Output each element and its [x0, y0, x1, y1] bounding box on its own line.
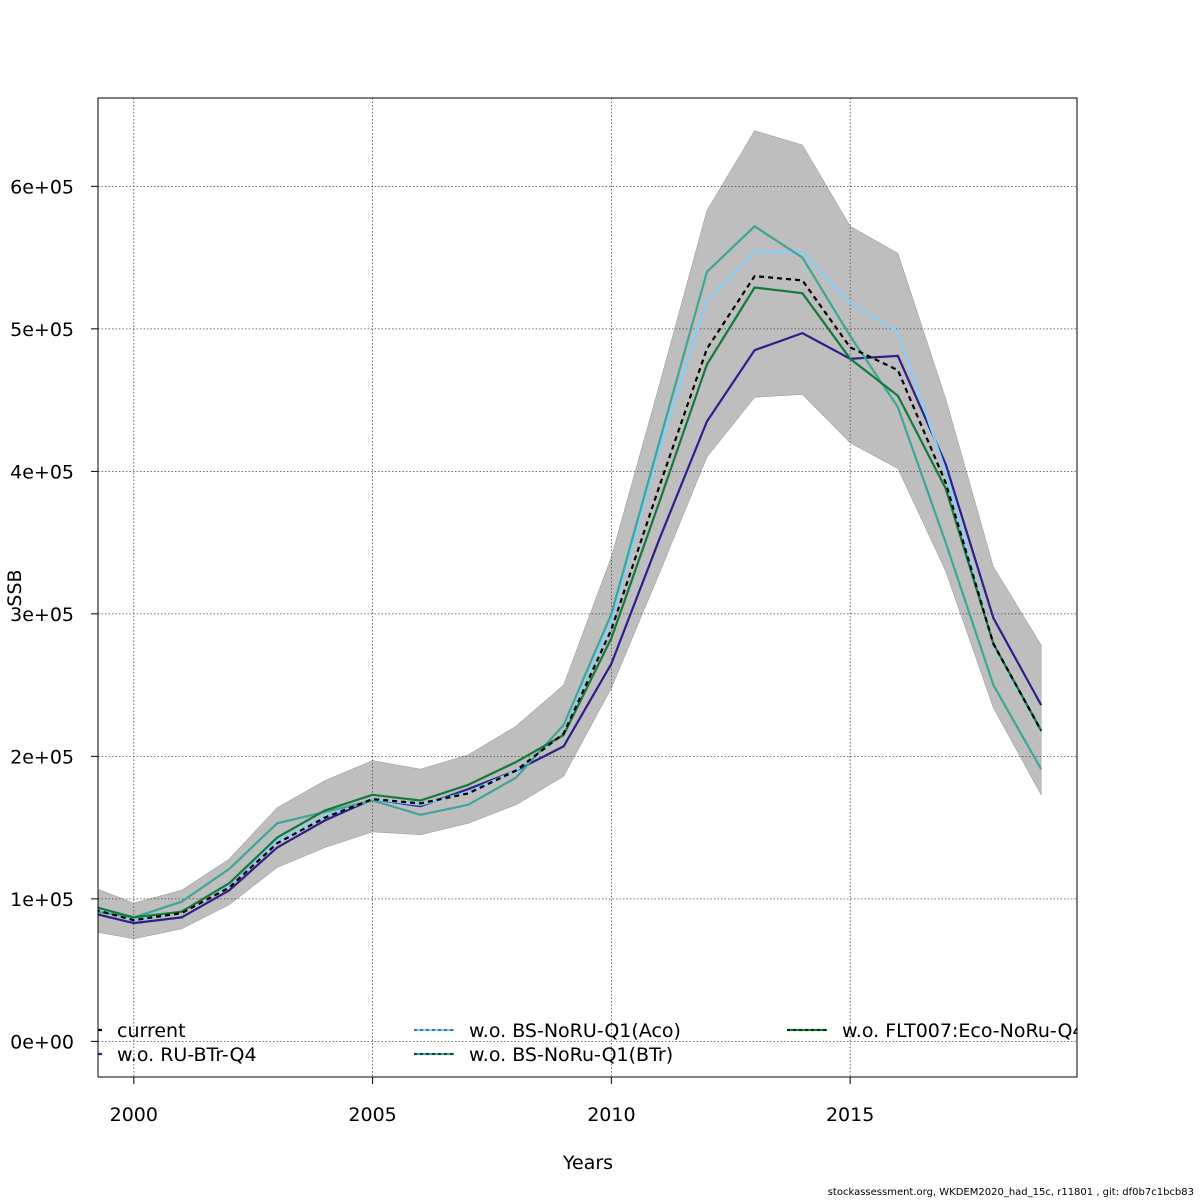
x-tick-label: 2015: [826, 1104, 874, 1126]
series-line-4: [98, 275, 1043, 922]
legend-item-1: w.o. RU-BTr-Q4: [98, 1044, 257, 1066]
series-line-0: [98, 332, 1043, 925]
y-tick-label: 0e+00: [10, 1031, 74, 1053]
confidence-band: [98, 130, 1042, 940]
footer-credit: stockassessment.org, WKDEM2020_had_15c, …: [827, 1187, 1194, 1198]
legend-item-4: w.o. FLT007:Eco-NoRu-Q4: [787, 1020, 1084, 1042]
y-tick-label: 1e+05: [10, 889, 74, 911]
legend-label: w.o. FLT007:Eco-NoRu-Q4: [842, 1020, 1084, 1042]
legend-item-0: current: [98, 1020, 186, 1042]
x-tick-label: 2010: [587, 1104, 635, 1126]
legend-item-2: w.o. BS-NoRU-Q1(Aco): [414, 1020, 681, 1042]
y-tick-label: 4e+05: [10, 461, 74, 483]
x-tick-label: 2000: [110, 1104, 158, 1126]
legend-label: w.o. RU-BTr-Q4: [117, 1044, 257, 1066]
y-tick-label: 2e+05: [10, 746, 74, 768]
plot-frame: [97, 97, 1078, 1078]
y-tick-label: 5e+05: [10, 319, 74, 341]
legend-label: w.o. BS-NoRU-Q1(Aco): [469, 1020, 681, 1042]
y-axis-title: SSB: [4, 569, 26, 606]
legend-label: current: [117, 1020, 186, 1042]
y-tick-label: 6e+05: [10, 176, 74, 198]
x-axis-title: Years: [562, 1152, 613, 1174]
y-tick-label: 3e+05: [10, 604, 74, 626]
legend-label: w.o. BS-NoRu-Q1(BTr): [469, 1044, 673, 1066]
x-tick-label: 2005: [348, 1104, 396, 1126]
series-line-3: [98, 286, 1043, 919]
legend-item-3: w.o. BS-NoRu-Q1(BTr): [414, 1044, 673, 1066]
